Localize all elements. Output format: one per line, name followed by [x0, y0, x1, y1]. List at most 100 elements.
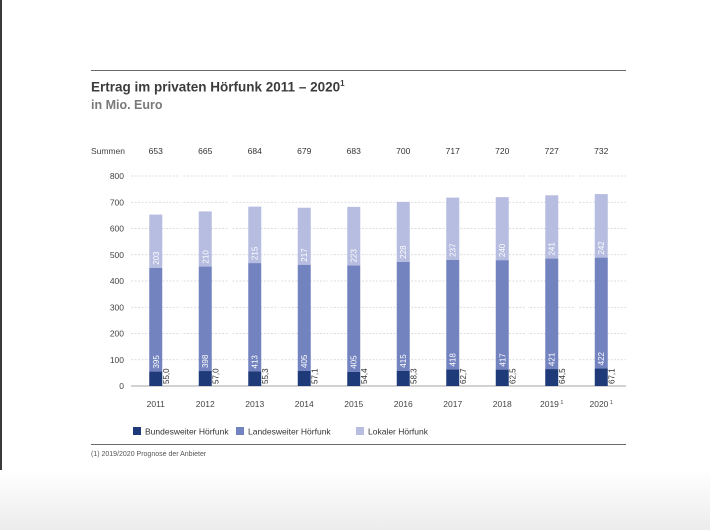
bar-segment	[347, 371, 361, 386]
bar-value-label: 64,5	[558, 368, 567, 384]
bar-value-label: 57,0	[211, 368, 220, 384]
bar-value-label: 228	[399, 245, 408, 259]
x-tick-label: 2019 1	[540, 399, 564, 409]
bar-segment	[396, 261, 410, 371]
bar-segment	[198, 371, 212, 386]
bar-value-label: 217	[300, 248, 309, 262]
y-tick-label: 500	[110, 250, 124, 260]
x-tick-label: 2014	[295, 399, 314, 409]
bar-segment	[198, 266, 212, 372]
bar-segment	[446, 369, 460, 386]
y-tick-label: 0	[119, 381, 124, 391]
bar-segment	[545, 258, 559, 370]
y-tick-label: 200	[110, 329, 124, 339]
bar-segment	[149, 371, 163, 386]
x-tick-note: 1	[559, 400, 564, 406]
x-tick-note: 1	[608, 400, 613, 406]
bar-segment	[248, 206, 262, 264]
bar-value-label: 413	[251, 355, 260, 369]
bottom-shadow	[0, 470, 710, 530]
bar-segment	[347, 265, 361, 372]
bar-value-label: 240	[498, 243, 507, 257]
bar-value-label: 405	[300, 354, 309, 368]
bar-value-label: 418	[449, 353, 458, 367]
bar-segment	[347, 206, 361, 266]
y-tick-label: 600	[110, 224, 124, 234]
y-tick-label: 700	[110, 197, 124, 207]
x-tick-label: 2015	[344, 399, 363, 409]
x-tick-label: 2016	[394, 399, 413, 409]
bar-value-label: 415	[399, 354, 408, 368]
x-tick-label: 2020 1	[589, 399, 613, 409]
legend-label: Lokaler Hörfunk	[368, 427, 429, 437]
totals-label: Summen	[91, 146, 125, 156]
bar-value-label: 398	[201, 354, 210, 368]
y-tick-label: 800	[110, 171, 124, 181]
bar-segment	[545, 369, 559, 386]
bar-value-label: 422	[597, 351, 606, 365]
x-tick-label: 2017	[443, 399, 462, 409]
bar-value-label: 62,5	[508, 368, 517, 384]
legend-swatch	[133, 427, 141, 435]
total-label: 727	[545, 146, 559, 156]
bar-value-label: 55,0	[162, 368, 171, 384]
bar-value-label: 67,1	[607, 368, 616, 384]
x-tick-label: 2013	[245, 399, 264, 409]
bar-segment	[594, 257, 608, 369]
bar-value-label: 241	[548, 242, 557, 256]
bar-value-label: 203	[152, 251, 161, 265]
x-tick-label: 2018	[493, 399, 512, 409]
bar-segment	[594, 368, 608, 386]
bar-value-label: 57,1	[310, 368, 319, 384]
x-tick-label: 2012	[196, 399, 215, 409]
bar-segment	[495, 197, 509, 261]
bar-value-label: 237	[449, 243, 458, 257]
total-label: 653	[149, 146, 163, 156]
bar-segment	[198, 211, 212, 267]
bar-value-label: 421	[548, 352, 557, 366]
y-tick-label: 300	[110, 302, 124, 312]
bar-segment	[446, 197, 460, 260]
total-label: 717	[446, 146, 460, 156]
bar-segment	[446, 259, 460, 370]
bar-value-label: 55,3	[261, 368, 270, 384]
bar-segment	[297, 264, 311, 372]
total-label: 679	[297, 146, 311, 156]
bar-segment	[594, 194, 608, 258]
bar-segment	[297, 207, 311, 265]
total-label: 720	[495, 146, 509, 156]
bar-value-label: 58,3	[409, 368, 418, 384]
bar-segment	[149, 214, 163, 268]
total-label: 700	[396, 146, 410, 156]
bar-value-label: 215	[251, 246, 260, 260]
total-label: 683	[347, 146, 361, 156]
bar-segment	[545, 195, 559, 259]
bar-value-label: 210	[201, 250, 210, 264]
total-label: 732	[594, 146, 608, 156]
y-tick-label: 100	[110, 355, 124, 365]
bar-value-label: 405	[350, 355, 359, 369]
bar-segment	[396, 201, 410, 262]
y-tick-label: 400	[110, 276, 124, 286]
page-edge-line	[0, 0, 2, 530]
chart-subtitle: in Mio. Euro	[91, 98, 163, 112]
bottom-divider	[91, 444, 626, 445]
total-label: 684	[248, 146, 262, 156]
top-divider	[91, 70, 626, 71]
bar-segment	[396, 370, 410, 386]
legend-swatch	[356, 427, 364, 435]
bar-value-label: 54,4	[360, 368, 369, 384]
bar-segment	[495, 260, 509, 370]
x-tick-label: 2011	[147, 399, 166, 409]
bar-value-label: 417	[498, 353, 507, 367]
bar-value-label: 223	[350, 249, 359, 263]
chart-title: Ertrag im privaten Hörfunk 2011 – 20201	[91, 79, 345, 95]
bar-segment	[297, 371, 311, 386]
bar-segment	[248, 263, 262, 372]
legend-swatch	[236, 427, 244, 435]
bar-segment	[248, 371, 262, 386]
bar-segment	[495, 369, 509, 386]
total-label: 665	[198, 146, 212, 156]
bar-value-label: 395	[152, 355, 161, 369]
